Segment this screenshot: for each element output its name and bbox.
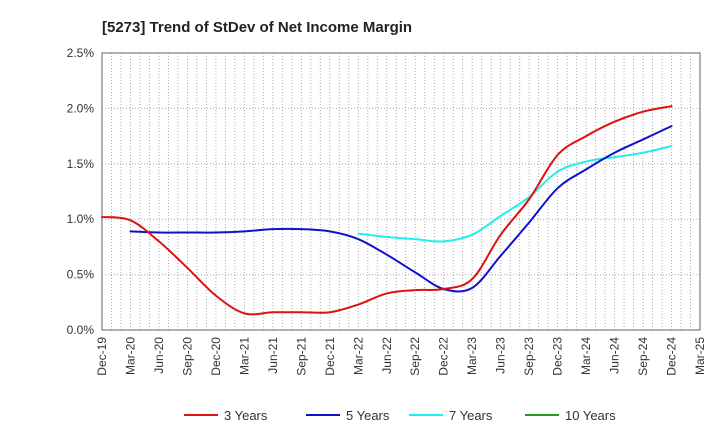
x-tick-label: Jun-24 xyxy=(608,337,622,374)
y-tick-label: 1.0% xyxy=(67,212,95,226)
x-tick-label: Mar-23 xyxy=(465,337,479,375)
x-tick-label: Dec-19 xyxy=(95,337,109,376)
legend-label-5-years: 5 Years xyxy=(346,408,390,423)
series-line-5-years xyxy=(129,125,673,293)
x-tick-label: Jun-21 xyxy=(266,337,280,374)
y-tick-label: 2.0% xyxy=(67,101,95,115)
x-tick-label: Jun-22 xyxy=(380,337,394,374)
grid xyxy=(101,52,701,331)
x-tick-label: Dec-24 xyxy=(665,337,679,376)
x-tick-label: Sep-24 xyxy=(636,337,650,376)
y-tick-label: 0.0% xyxy=(67,323,95,337)
series-line-3-years xyxy=(101,105,673,316)
legend-label-7-years: 7 Years xyxy=(449,408,493,423)
x-tick-label: Dec-23 xyxy=(551,337,565,376)
axes: 0.0% 0.5% 1.0% 1.5% 2.0% 2.5% Dec-19 Mar-20 Jun-… xyxy=(67,46,707,376)
x-tick-label: Dec-22 xyxy=(437,337,451,376)
x-tick-label: Sep-23 xyxy=(522,337,536,376)
legend: 3 Years 5 Years 7 Years 10 Years xyxy=(184,408,616,423)
x-tick-label: Jun-23 xyxy=(494,337,508,374)
x-tick-label: Mar-25 xyxy=(693,337,707,375)
x-tick-label: Mar-22 xyxy=(351,337,365,375)
y-tick-label: 0.5% xyxy=(67,268,95,282)
y-tick-label: 2.5% xyxy=(67,46,95,60)
x-tick-label: Mar-21 xyxy=(237,337,251,375)
chart-title: [5273] Trend of StDev of Net Income Marg… xyxy=(102,19,412,36)
x-tick-label: Dec-21 xyxy=(323,337,337,376)
series-layer xyxy=(101,105,673,316)
x-tick-label: Sep-22 xyxy=(408,337,422,376)
plot-border xyxy=(101,52,701,331)
x-tick-label: Mar-20 xyxy=(123,337,137,375)
x-tick-label: Sep-20 xyxy=(180,337,194,376)
x-tick-label: Dec-20 xyxy=(209,337,223,376)
x-tick-label: Mar-24 xyxy=(579,337,593,375)
x-tick-label: Sep-21 xyxy=(294,337,308,376)
legend-label-10-years: 10 Years xyxy=(565,408,616,423)
x-tick-label: Jun-20 xyxy=(152,337,166,374)
y-tick-label: 1.5% xyxy=(67,157,95,171)
legend-label-3-years: 3 Years xyxy=(224,408,268,423)
series-line-7-years xyxy=(357,145,673,243)
